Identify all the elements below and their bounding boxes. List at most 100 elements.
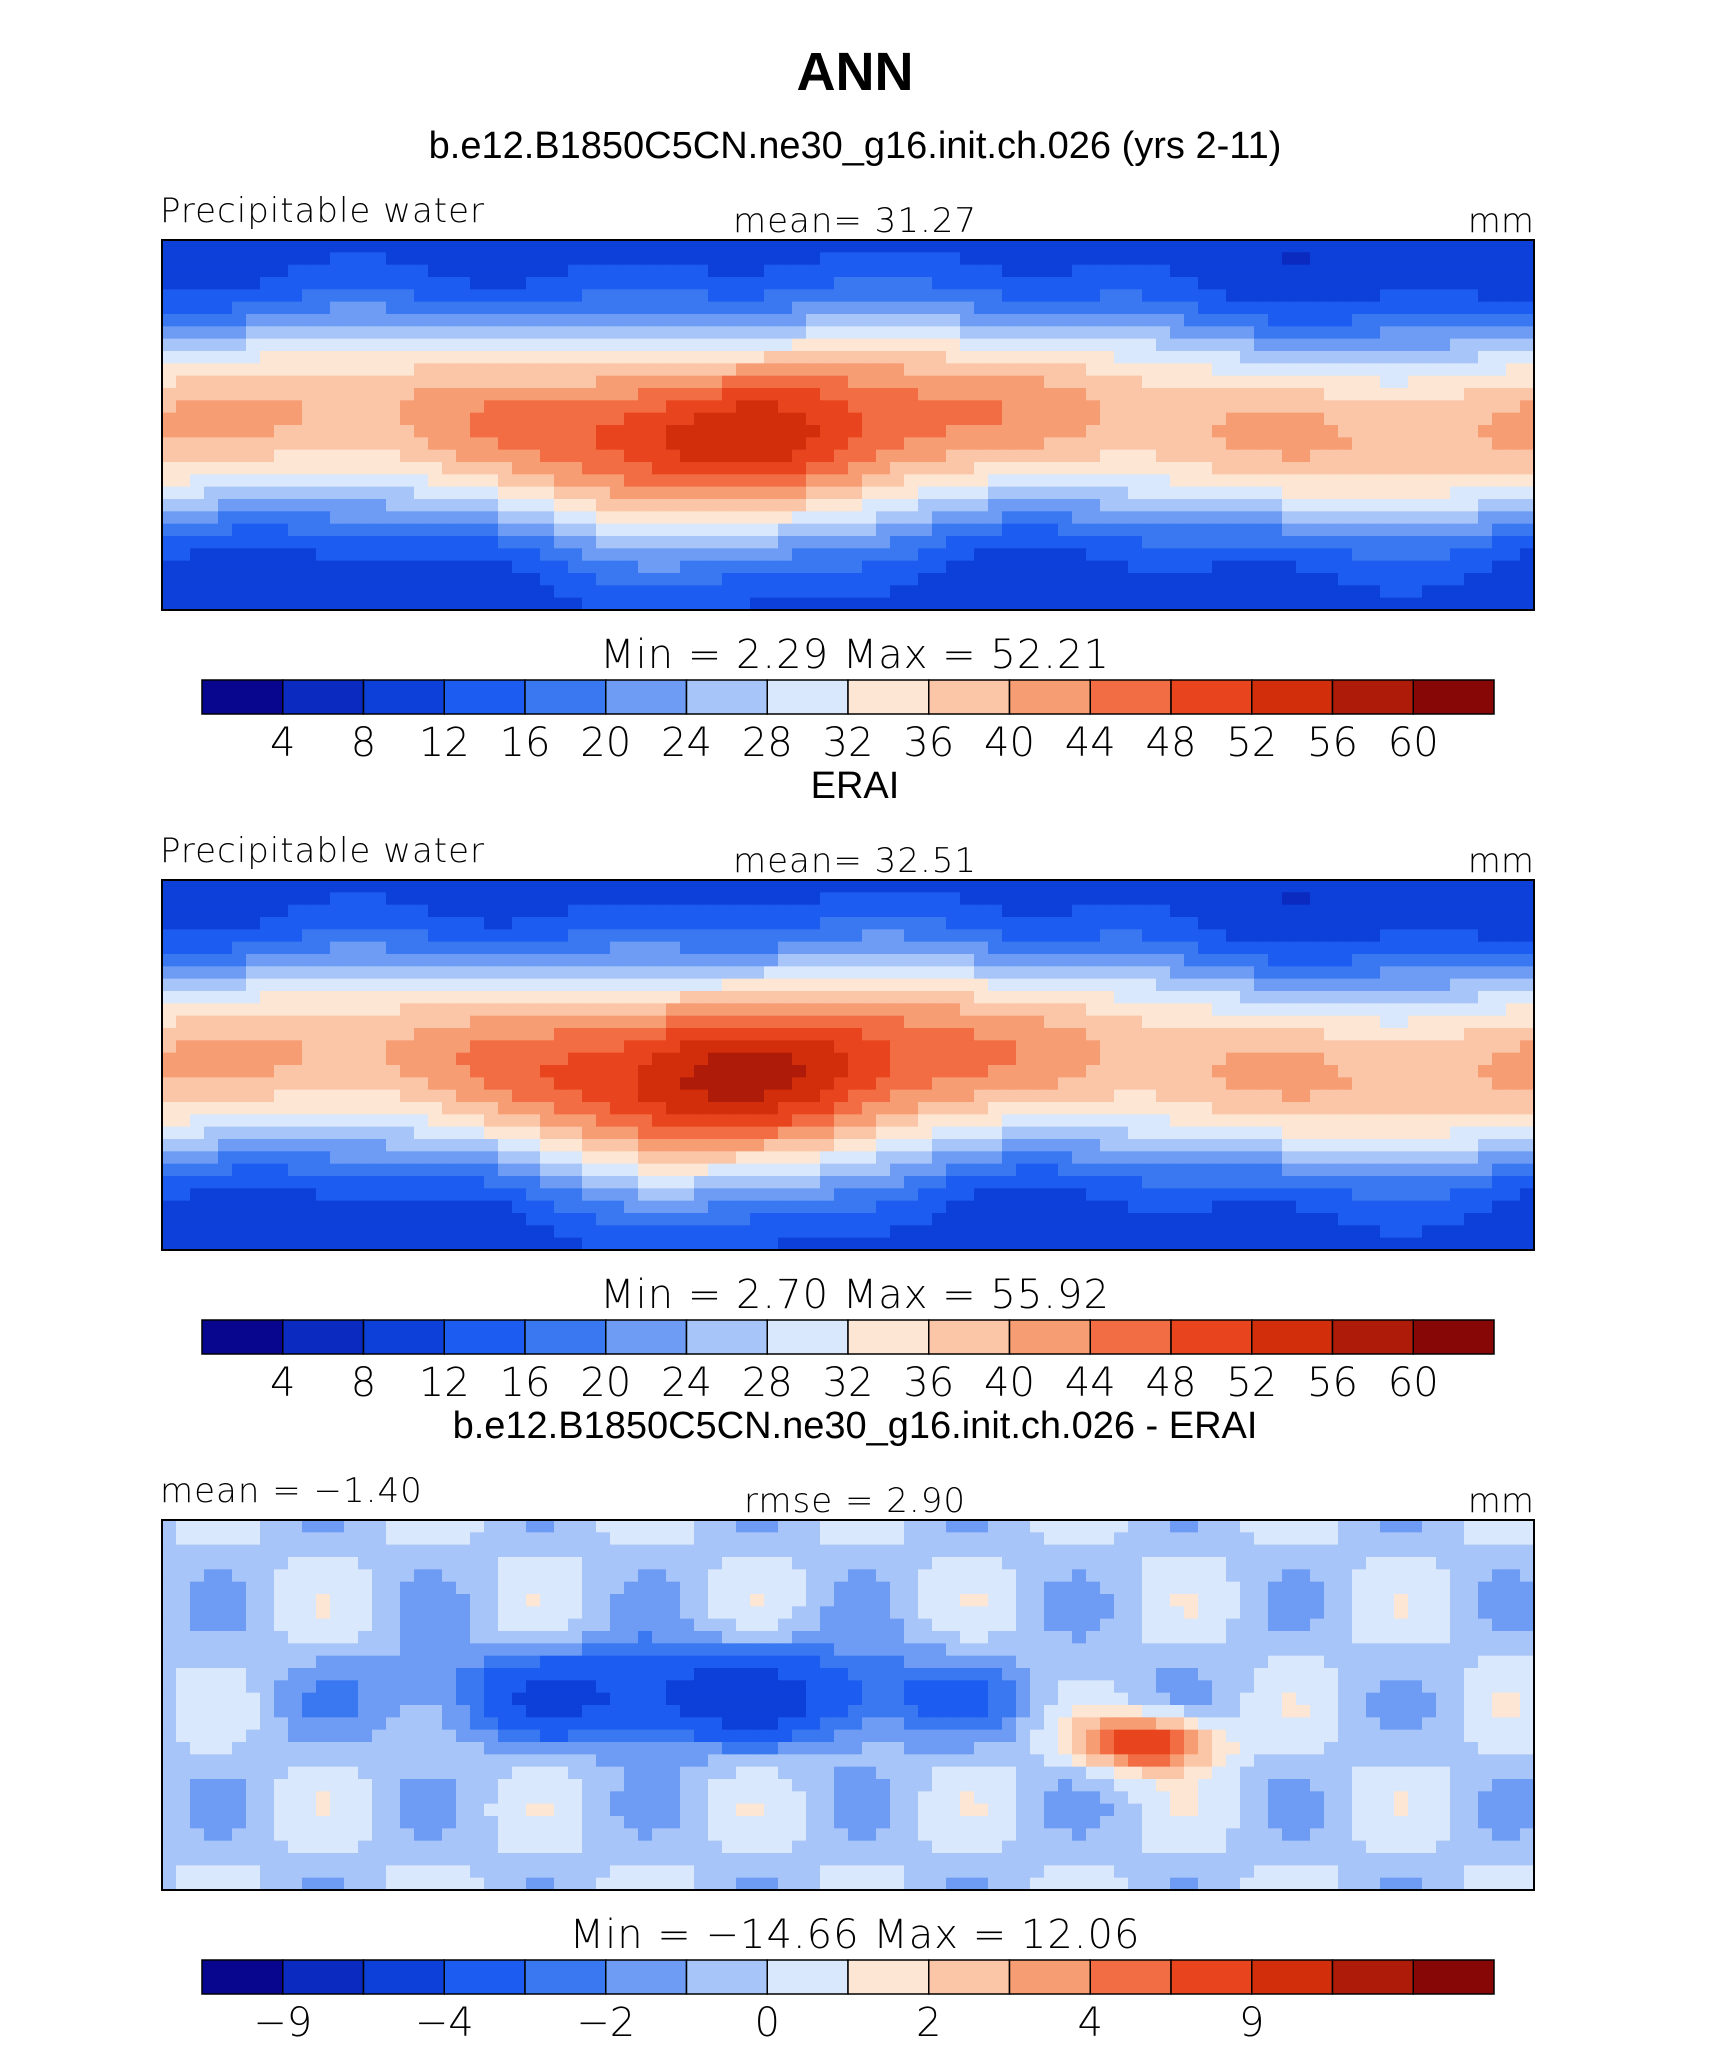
map-cell (876, 560, 891, 574)
map-cell (708, 462, 723, 475)
map-cell (1212, 536, 1227, 549)
map-cell (932, 523, 947, 537)
map-cell (610, 1102, 625, 1115)
map-cell (834, 499, 849, 512)
map-cell (442, 1077, 457, 1091)
map-cell (960, 1028, 975, 1041)
map-cell (1184, 573, 1199, 586)
map-cell (428, 301, 443, 315)
map-cell (918, 1052, 933, 1066)
map-cell (1436, 338, 1451, 352)
map-cell (512, 597, 527, 611)
map-cell (582, 548, 597, 562)
map-cell (834, 449, 849, 463)
map-cell (1478, 904, 1493, 918)
map-cell (1156, 573, 1171, 586)
map-cell (1086, 1003, 1101, 1017)
map-cell (1016, 449, 1031, 463)
map-cell (666, 289, 681, 303)
map-cell (414, 954, 429, 967)
map-cell (1520, 1052, 1535, 1066)
map-cell (820, 425, 835, 438)
map-cell (1338, 400, 1353, 414)
map-cell (778, 338, 793, 352)
map-cell (1492, 1052, 1507, 1066)
map-cell (974, 991, 989, 1004)
map-cell (904, 252, 919, 266)
map-cell (1142, 351, 1157, 364)
map-cell (1058, 326, 1073, 340)
map-cell (274, 326, 289, 340)
map-cell (204, 449, 219, 463)
map-cell (246, 314, 261, 327)
map-cell (596, 1102, 611, 1115)
map-cell (582, 1077, 597, 1091)
map-cell (1226, 573, 1241, 586)
map-cell (1170, 277, 1185, 290)
map-cell (526, 1089, 541, 1103)
map-cell (764, 400, 779, 414)
map-cell (890, 486, 905, 500)
map-cell (1492, 326, 1507, 340)
map-cell (470, 511, 485, 525)
map-cell (918, 1065, 933, 1078)
map-cell (456, 560, 471, 574)
map-cell (582, 523, 597, 537)
map-cell (1506, 991, 1521, 1004)
map-cell (904, 240, 919, 253)
map-cell (302, 941, 317, 955)
map-cell (624, 486, 639, 500)
map-cell (1100, 560, 1115, 574)
map-cell (470, 917, 485, 930)
map-cell (988, 966, 1003, 980)
map-cell (988, 917, 1003, 930)
map-cell (386, 425, 401, 438)
map-cell (1436, 573, 1451, 586)
map-cell (372, 499, 387, 512)
map-cell (204, 462, 219, 475)
map-cell (974, 892, 989, 906)
map-cell (932, 499, 947, 512)
map-cell (302, 1089, 317, 1103)
map-cell (1156, 597, 1171, 611)
map-cell (722, 326, 737, 340)
map-cell (974, 511, 989, 525)
map-cell (1044, 892, 1059, 906)
map-cell (554, 301, 569, 315)
map-cell (1184, 1102, 1199, 1115)
map-cell (1352, 338, 1367, 352)
map-cell (498, 425, 513, 438)
map-cell (834, 437, 849, 451)
map-cell (1170, 548, 1185, 562)
map-cell (190, 978, 205, 992)
map-cell (638, 1003, 653, 1017)
map-cell (540, 388, 555, 401)
map-cell (610, 548, 625, 562)
map-cell (792, 966, 807, 980)
map-cell (1436, 326, 1451, 340)
map-cell (442, 941, 457, 955)
map-cell (302, 536, 317, 549)
map-cell (1240, 511, 1255, 525)
map-cell (890, 264, 905, 278)
map-cell (176, 264, 191, 278)
map-cell (498, 499, 513, 512)
map-cell (1506, 264, 1521, 278)
map-cell (428, 573, 443, 586)
map-cell (540, 252, 555, 266)
map-cell (988, 954, 1003, 967)
map-cell (1184, 449, 1199, 463)
map-cell (372, 917, 387, 930)
map-cell (974, 252, 989, 266)
map-cell (190, 240, 205, 253)
map-cell (918, 289, 933, 303)
map-cell (190, 338, 205, 352)
map-cell (1366, 314, 1381, 327)
map-cell (1492, 240, 1507, 253)
map-cell (260, 1040, 275, 1054)
map-cell (974, 941, 989, 955)
map-cell (764, 289, 779, 303)
map-cell (512, 892, 527, 906)
map-cell (302, 1126, 317, 1140)
map-cell (1100, 1102, 1115, 1115)
